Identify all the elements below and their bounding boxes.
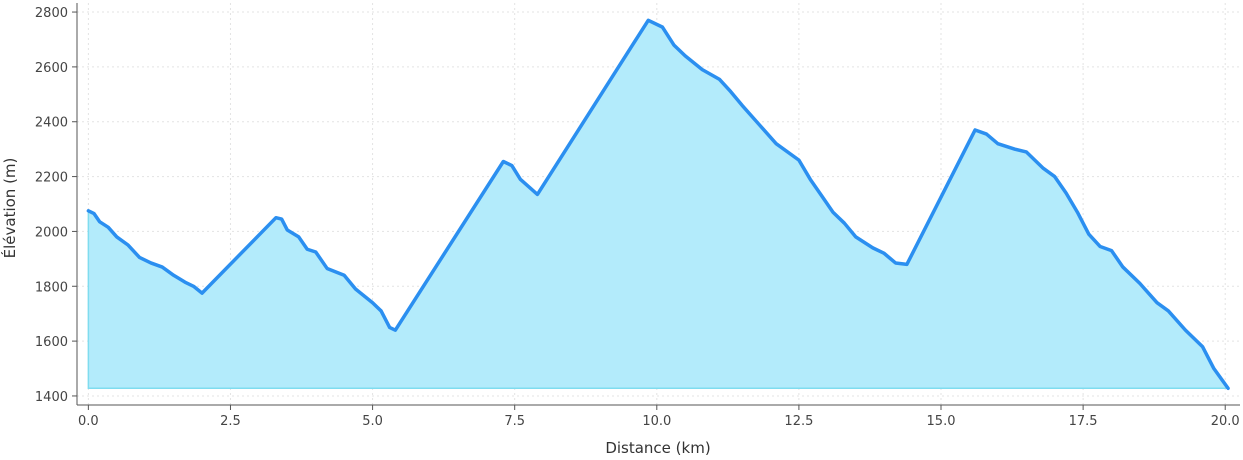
x-axis-title: Distance (km) [605, 439, 710, 457]
x-tick-label: 0.0 [78, 414, 99, 429]
area-fill [87, 19, 1230, 390]
y-axis-title: Élévation (m) [0, 158, 19, 259]
x-tick-label: 5.0 [362, 414, 383, 429]
x-tick-label: 12.5 [784, 414, 813, 429]
x-tick-label: 15.0 [927, 414, 956, 429]
y-tick-label: 1600 [35, 335, 68, 350]
x-tick-label: 17.5 [1069, 414, 1098, 429]
elevation-line [86, 18, 1230, 391]
y-tick-label: 2800 [35, 6, 68, 21]
x-tick-label: 7.5 [504, 414, 525, 429]
y-tick-label: 1800 [35, 280, 68, 295]
y-tick-label: 2200 [35, 171, 68, 186]
x-tick-label: 10.0 [642, 414, 671, 429]
y-tick-label: 2000 [35, 225, 68, 240]
x-tick-label: 2.5 [220, 414, 241, 429]
y-tick-label: 2400 [35, 116, 68, 131]
y-tick-label: 1400 [35, 390, 68, 405]
y-tick-label: 2600 [35, 61, 68, 76]
x-tick-label: 20.0 [1211, 414, 1240, 429]
